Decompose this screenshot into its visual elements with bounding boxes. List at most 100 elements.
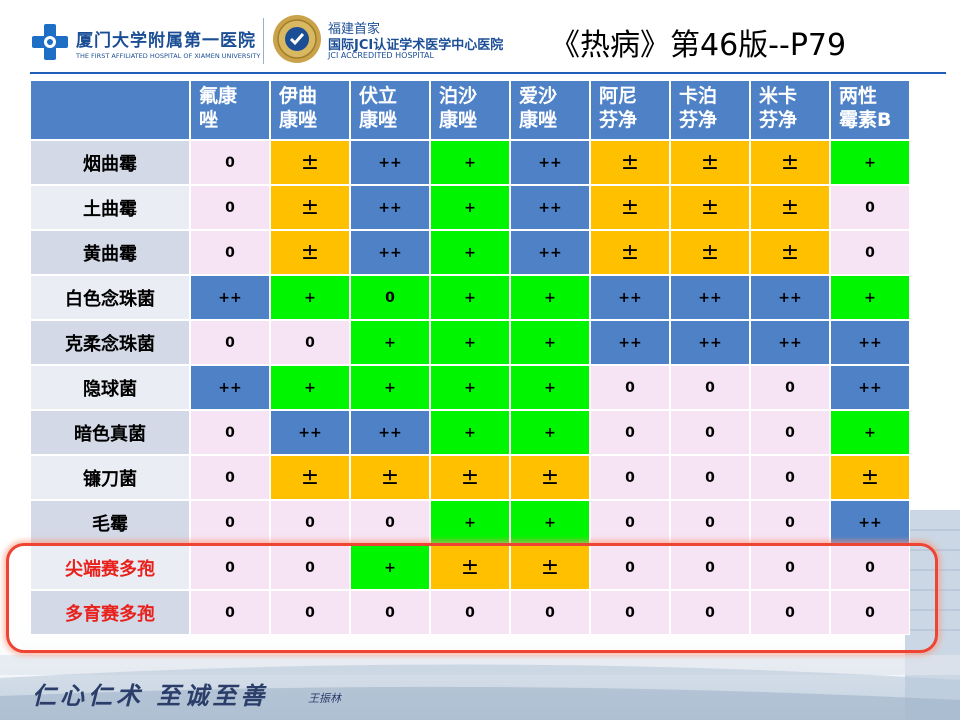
activity-cell: ±: [670, 140, 750, 185]
activity-value: ±: [700, 150, 720, 175]
activity-cell: 0: [670, 365, 750, 410]
activity-cell: +: [830, 275, 910, 320]
activity-cell: 0: [750, 590, 830, 635]
activity-value: +: [384, 559, 396, 576]
activity-cell: 0: [670, 410, 750, 455]
activity-value: 0: [705, 604, 715, 621]
activity-cell: 0: [190, 410, 270, 455]
activity-value: ±: [460, 465, 480, 490]
activity-value: ++: [778, 334, 802, 351]
table-row: 毛霉 0 0 0 + +0 0 0 ++: [30, 500, 910, 545]
activity-value: +: [304, 289, 316, 306]
activity-value: ++: [378, 154, 402, 171]
activity-value: 0: [865, 604, 875, 621]
activity-value: 0: [305, 514, 315, 531]
activity-value: ++: [858, 379, 882, 396]
activity-value: ++: [218, 379, 242, 396]
activity-value: 0: [385, 289, 395, 306]
activity-value: ++: [298, 424, 322, 441]
activity-cell: 0: [830, 230, 910, 275]
activity-cell: 0: [830, 545, 910, 590]
activity-value: ±: [780, 240, 800, 265]
activity-value: +: [304, 379, 316, 396]
activity-value: 0: [465, 604, 475, 621]
activity-value: ±: [300, 195, 320, 220]
activity-value: 0: [225, 514, 235, 531]
activity-value: 0: [385, 604, 395, 621]
organism-name: 土曲霉: [30, 185, 190, 230]
organism-name: 暗色真菌: [30, 410, 190, 455]
activity-cell: ±: [590, 185, 670, 230]
activity-value: ++: [538, 199, 562, 216]
hospital-english-name: THE FIRST AFFILIATED HOSPITAL OF XIAMEN …: [76, 52, 261, 60]
activity-cell: 0: [190, 455, 270, 500]
activity-value: 0: [705, 424, 715, 441]
activity-value: +: [464, 199, 476, 216]
activity-value: 0: [305, 334, 315, 351]
activity-value: ±: [300, 240, 320, 265]
activity-cell: 0: [190, 320, 270, 365]
activity-value: +: [464, 154, 476, 171]
activity-cell: +: [430, 500, 510, 545]
activity-value: ++: [378, 244, 402, 261]
activity-cell: 0: [750, 455, 830, 500]
activity-value: ±: [700, 240, 720, 265]
activity-value: ++: [778, 289, 802, 306]
activity-cell: ±: [270, 455, 350, 500]
activity-cell: +: [430, 410, 510, 455]
organism-name: 克柔念珠菌: [30, 320, 190, 365]
activity-cell: ++: [830, 365, 910, 410]
activity-value: +: [544, 334, 556, 351]
activity-value: ±: [620, 195, 640, 220]
activity-cell: 0: [750, 365, 830, 410]
activity-cell: +: [510, 365, 590, 410]
activity-value: 0: [785, 379, 795, 396]
activity-value: 0: [625, 469, 635, 486]
jci-line1: 福建首家: [328, 22, 381, 37]
table-header-row: 氟康 唑伊曲 康唑 伏立 康唑 泊沙 康唑 爱沙 康唑 阿尼 芬净 卡泊 芬净 米卡 芬净两…: [30, 80, 910, 140]
activity-cell: 0: [270, 590, 350, 635]
activity-value: +: [864, 289, 876, 306]
activity-value: ±: [300, 150, 320, 175]
activity-value: +: [464, 424, 476, 441]
activity-cell: +: [430, 185, 510, 230]
organism-name: 黄曲霉: [30, 230, 190, 275]
activity-cell: ++: [190, 275, 270, 320]
activity-value: ±: [540, 555, 560, 580]
activity-value: +: [464, 334, 476, 351]
activity-value: +: [464, 379, 476, 396]
organism-name: 毛霉: [30, 500, 190, 545]
activity-cell: ±: [510, 455, 590, 500]
activity-cell: 0: [350, 275, 430, 320]
hospital-cross-icon: [32, 24, 68, 60]
column-header: 两性 霉素B: [830, 80, 910, 140]
activity-value: 0: [225, 199, 235, 216]
activity-cell: ±: [750, 185, 830, 230]
activity-cell: ++: [350, 410, 430, 455]
activity-cell: ±: [590, 230, 670, 275]
activity-value: 0: [705, 379, 715, 396]
activity-cell: ++: [830, 500, 910, 545]
column-header: 阿尼 芬净: [590, 80, 670, 140]
activity-value: ±: [860, 465, 880, 490]
activity-cell: 0: [830, 590, 910, 635]
activity-value: +: [544, 514, 556, 531]
activity-value: 0: [785, 469, 795, 486]
activity-cell: +: [830, 410, 910, 455]
activity-cell: ++: [190, 365, 270, 410]
activity-cell: ±: [590, 140, 670, 185]
activity-cell: ++: [670, 320, 750, 365]
organism-name: 镰刀菌: [30, 455, 190, 500]
table-row: 黄曲霉 0 ± ++ + ++ ± ± ±0: [30, 230, 910, 275]
activity-cell: 0: [750, 410, 830, 455]
table-row: 隐球菌 ++ + + + +0 0 0 ++: [30, 365, 910, 410]
activity-cell: +: [350, 365, 430, 410]
activity-value: ±: [780, 150, 800, 175]
activity-cell: +: [270, 275, 350, 320]
activity-cell: 0: [350, 590, 430, 635]
activity-value: 0: [705, 469, 715, 486]
activity-cell: +: [510, 275, 590, 320]
activity-value: ±: [460, 555, 480, 580]
slide-header: 厦门大学附属第一医院 THE FIRST AFFILIATED HOSPITAL…: [0, 0, 960, 80]
hospital-building-background: [0, 510, 960, 720]
